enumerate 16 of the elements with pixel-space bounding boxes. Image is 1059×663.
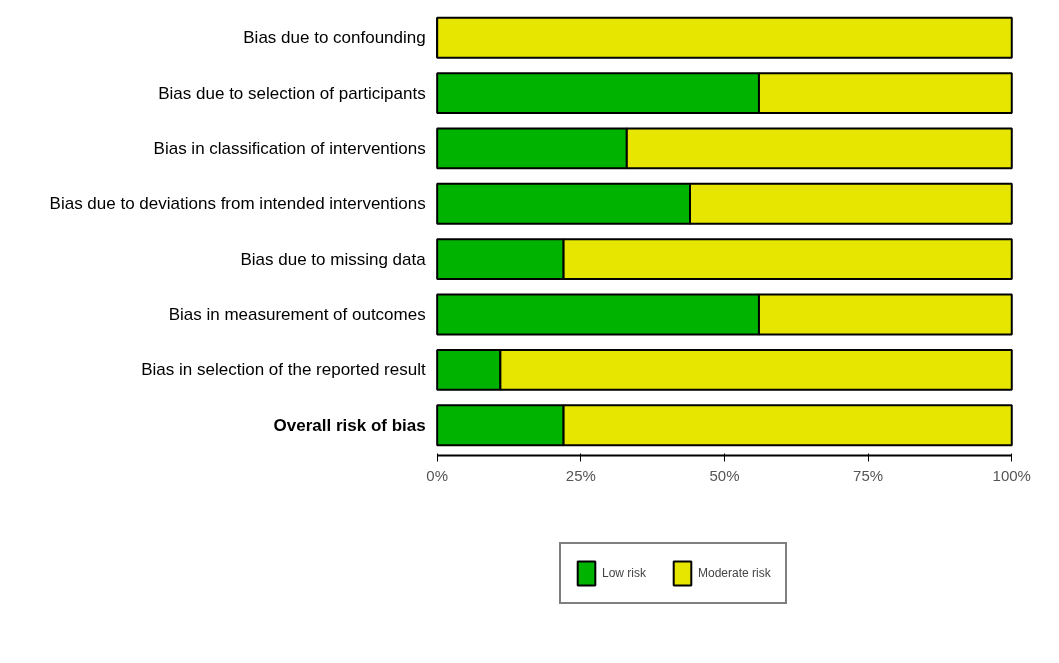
- y-tick-label: Bias in selection of the reported result: [141, 360, 426, 380]
- y-tick-label: Overall risk of bias: [273, 415, 426, 435]
- y-tick-label: Bias in classification of interventions: [153, 138, 426, 158]
- x-tick-label: 75%: [853, 466, 884, 484]
- y-tick-label: Bias due to missing data: [240, 249, 427, 269]
- x-tick-label: 25%: [565, 466, 596, 484]
- legend-label: Moderate risk: [697, 566, 771, 580]
- x-tick-label: 100%: [992, 466, 1031, 484]
- y-tick-label: Bias due to deviations from intended interventions: [49, 194, 426, 214]
- x-tick-label: 0%: [426, 466, 449, 484]
- y-tick-label: Bias in measurement of outcomes: [168, 305, 426, 324]
- x-tick-label: 50%: [709, 466, 740, 484]
- y-tick-label: Bias due to confounding: [243, 28, 426, 48]
- legend-label: Low risk: [601, 566, 646, 580]
- y-tick-label: Bias due to selection of participants: [158, 83, 426, 103]
- bar: [436, 16, 1013, 59]
